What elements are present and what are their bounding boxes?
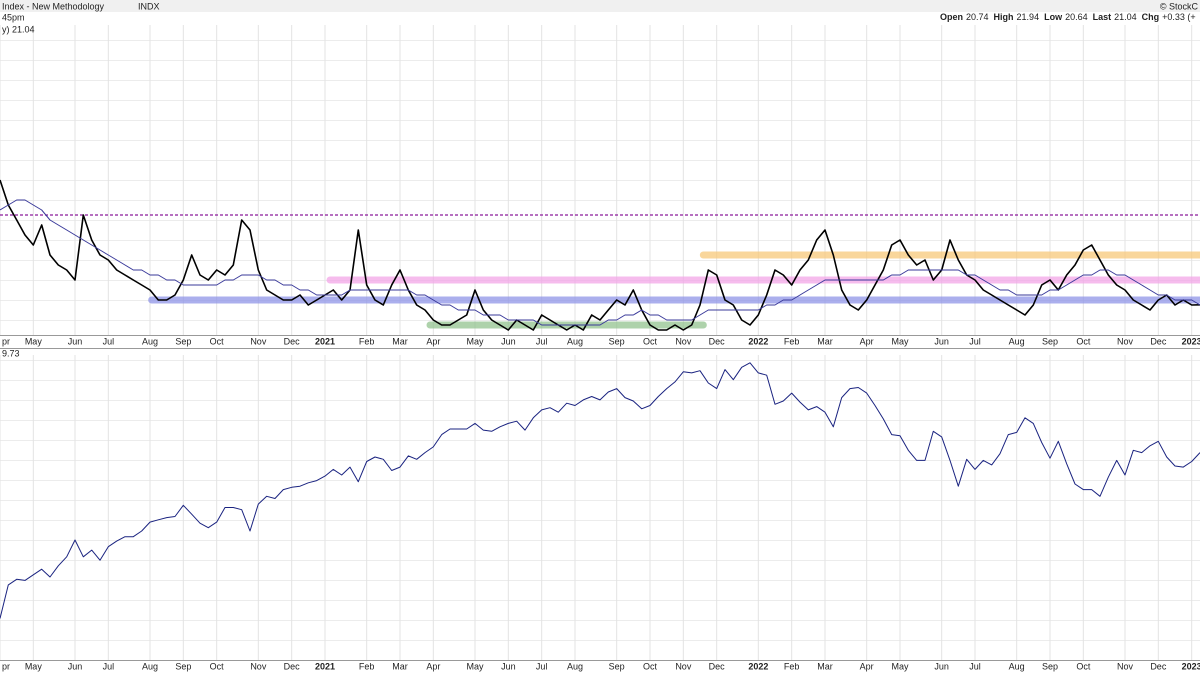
x-tick-label: Aug [1009,661,1025,671]
x-tick-label: Nov [675,336,692,346]
x-tick-label: 2021 [315,661,335,671]
quote: Open 20.74 High 21.94 Low 20.64 Last 21.04 Chg +0… [940,12,1196,22]
x-tick-label: 2023 [1182,661,1200,671]
x-tick-label: Feb [784,336,800,346]
x-tick-label: Aug [567,661,583,671]
x-tick-label: Nov [675,661,692,671]
quote-value: 21.94 [1017,12,1040,22]
panel-grid [0,355,1200,660]
x-tick-label: Oct [210,336,225,346]
x-tick-label: Nov [250,336,267,346]
x-tick-label: Jul [103,661,115,671]
x-tick-label: May [25,336,43,346]
x-tick-label: Jun [68,661,83,671]
header-bar [0,0,1200,12]
x-tick-label: pr [2,336,10,346]
quote-value: +0.33 (+ [1162,12,1196,22]
data-line [0,199,1200,326]
x-tick-label: Aug [567,336,583,346]
x-tick-label: 2022 [748,336,768,346]
x-tick-label: Apr [860,336,874,346]
x-tick-label: Dec [284,336,301,346]
x-tick-label: Apr [426,336,440,346]
x-tick-label: Jun [501,336,516,346]
x-tick-label: Sep [609,661,625,671]
panel-grid [0,25,1200,335]
x-tick-label: Oct [210,661,225,671]
x-tick-label: Jul [103,336,115,346]
quote-label: Low [1044,12,1063,22]
x-tick-label: Feb [359,661,375,671]
quote-value: 20.74 [966,12,989,22]
x-tick-label: Nov [1117,336,1134,346]
x-tick-label: Dec [1150,336,1167,346]
quote-label: High [994,12,1014,22]
x-tick-label: Aug [142,336,158,346]
x-tick-label: Jul [536,661,548,671]
time: 45pm [2,12,25,22]
x-tick-label: May [466,336,484,346]
x-tick-label: Dec [284,661,301,671]
x-tick-label: Jun [934,336,949,346]
quote-value: 20.64 [1065,12,1088,22]
quote-value: 21.04 [1114,12,1137,22]
x-tick-label: Jun [68,336,83,346]
copyright: © StockC [1160,1,1199,11]
x-tick-label: Oct [643,661,658,671]
x-tick-label: May [891,336,909,346]
x-tick-label: Mar [817,661,833,671]
x-tick-label: Jun [501,661,516,671]
x-tick-label: Sep [1042,336,1058,346]
x-tick-label: Mar [392,336,408,346]
x-tick-label: Dec [1150,661,1167,671]
x-tick-label: Feb [784,661,800,671]
x-tick-label: Sep [175,336,191,346]
data-line [0,362,1200,619]
x-tick-label: May [466,661,484,671]
symbol: INDX [138,1,160,11]
x-tick-label: Oct [1076,336,1091,346]
panel-label: 9.73 [2,348,20,358]
quote-label: Last [1093,12,1112,22]
x-tick-label: Jul [969,336,981,346]
x-tick-label: pr [2,661,10,671]
panel-label: y) 21.04 [2,24,35,34]
x-tick-label: Nov [1117,661,1134,671]
x-tick-label: 2022 [748,661,768,671]
x-tick-label: Dec [709,661,726,671]
x-tick-label: Jul [969,661,981,671]
x-tick-label: Apr [426,661,440,671]
x-tick-label: Dec [709,336,726,346]
x-tick-label: Mar [817,336,833,346]
x-tick-label: Jun [934,661,949,671]
x-tick-label: 2021 [315,336,335,346]
x-tick-label: Sep [609,336,625,346]
x-tick-label: Oct [643,336,658,346]
x-tick-label: Mar [392,661,408,671]
x-tick-label: May [25,661,43,671]
x-tick-label: Aug [1009,336,1025,346]
x-tick-label: Oct [1076,661,1091,671]
chart-title: Index - New Methodology [2,1,105,11]
x-tick-label: Nov [250,661,267,671]
quote-label: Open [940,12,963,22]
x-tick-label: May [891,661,909,671]
x-tick-label: Sep [1042,661,1058,671]
x-tick-label: Aug [142,661,158,671]
x-tick-label: Sep [175,661,191,671]
x-tick-label: Jul [536,336,548,346]
quote-label: Chg [1142,12,1160,22]
x-tick-label: 2023 [1182,336,1200,346]
data-line [0,179,1200,331]
x-tick-label: Apr [860,661,874,671]
x-tick-label: Feb [359,336,375,346]
